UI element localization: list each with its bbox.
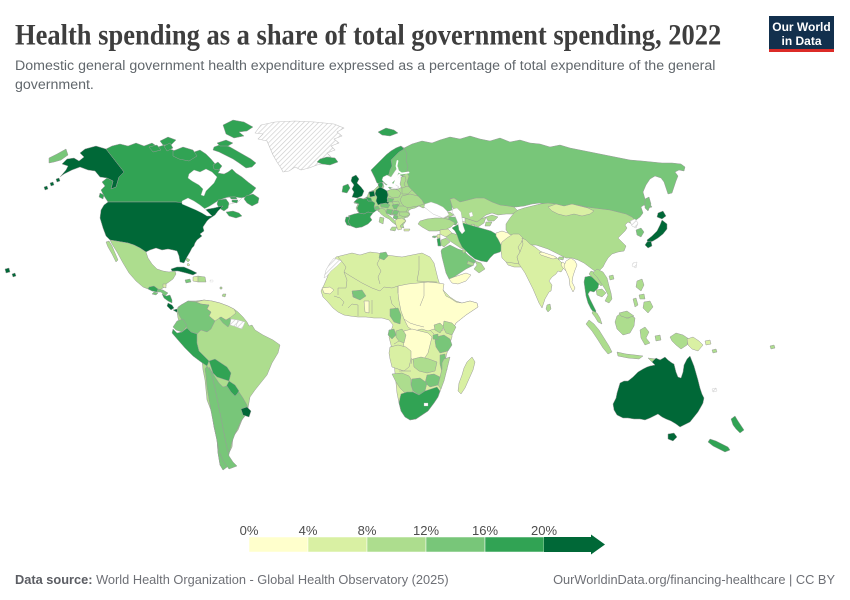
svg-text:8%: 8% [358, 523, 377, 538]
svg-text:16%: 16% [472, 523, 498, 538]
svg-text:4%: 4% [299, 523, 318, 538]
svg-text:12%: 12% [413, 523, 439, 538]
svg-text:0%: 0% [240, 523, 259, 538]
svg-text:20%: 20% [531, 523, 557, 538]
